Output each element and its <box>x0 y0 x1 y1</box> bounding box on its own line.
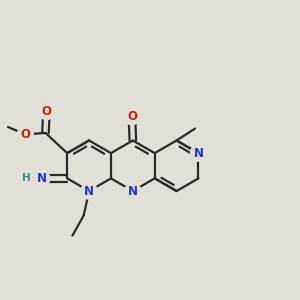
Text: O: O <box>127 110 137 123</box>
Circle shape <box>125 183 141 199</box>
Text: O: O <box>41 105 51 118</box>
Circle shape <box>124 109 140 125</box>
Text: H: H <box>22 173 31 183</box>
Text: O: O <box>20 128 30 141</box>
Circle shape <box>17 126 33 142</box>
Circle shape <box>20 172 33 185</box>
Circle shape <box>38 103 54 119</box>
Circle shape <box>34 170 50 186</box>
Circle shape <box>81 183 97 199</box>
Text: N: N <box>37 172 47 185</box>
Text: N: N <box>84 184 94 197</box>
Circle shape <box>190 145 206 161</box>
Text: N: N <box>128 184 138 197</box>
Text: N: N <box>194 147 203 160</box>
